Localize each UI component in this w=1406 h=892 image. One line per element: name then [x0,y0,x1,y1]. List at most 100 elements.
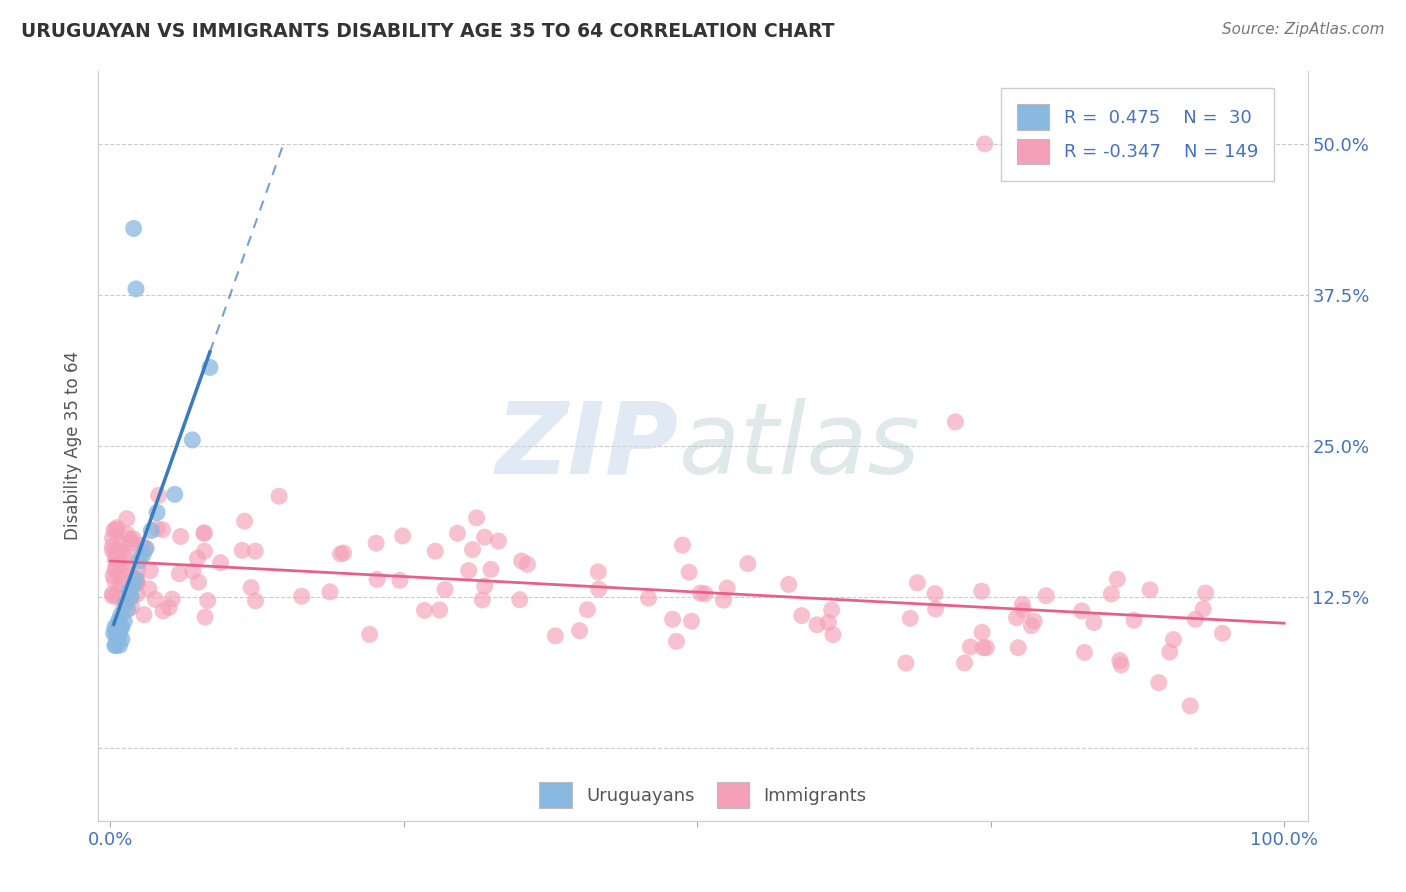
Point [105,523,128,537]
Point [107,632,129,647]
Point [1184,612,1206,626]
Point [588,582,610,596]
Point [125,575,148,590]
Point [716,581,738,595]
Point [970,625,993,640]
Point [105,626,128,640]
Point [713,593,735,607]
Point [267,489,290,503]
Point [120,568,142,582]
Point [187,575,209,590]
Point [516,558,538,572]
Point [146,506,169,520]
Point [1073,645,1095,659]
Point [125,572,148,586]
Point [924,602,946,616]
Point [576,603,599,617]
Point [163,487,186,501]
Point [953,656,976,670]
Point [671,538,693,552]
Point [104,639,127,653]
Point [568,624,591,638]
Point [105,544,128,558]
Point [148,488,170,502]
Point [101,539,124,553]
Point [193,526,215,541]
Point [1109,657,1132,672]
Point [905,575,928,590]
Point [1147,675,1170,690]
Point [132,607,155,622]
Point [112,599,135,614]
Point [637,591,659,606]
Point [332,546,354,560]
Point [689,586,711,600]
Point [1212,626,1234,640]
Point [461,542,484,557]
Point [138,582,160,596]
Point [118,584,141,599]
Point [1195,586,1218,600]
Point [128,554,150,568]
Point [193,544,215,558]
Point [139,564,162,578]
Point [101,531,124,545]
Point [152,523,174,537]
Point [1159,645,1181,659]
Point [134,541,156,556]
Point [169,529,191,543]
Point [1108,654,1130,668]
Point [115,527,138,541]
Text: Source: ZipAtlas.com: Source: ZipAtlas.com [1222,22,1385,37]
Point [110,578,132,592]
Text: URUGUAYAN VS IMMIGRANTS DISABILITY AGE 35 TO 64 CORRELATION CHART: URUGUAYAN VS IMMIGRANTS DISABILITY AGE 3… [21,22,835,41]
Point [169,566,191,581]
Point [1005,611,1028,625]
Text: atlas: atlas [679,398,921,494]
Point [135,541,157,555]
Point [105,620,128,634]
Point [103,523,125,537]
Point [121,535,143,549]
Point [181,564,204,578]
Point [1070,604,1092,618]
Point [1007,640,1029,655]
Point [817,615,839,630]
Point [122,532,145,546]
Point [105,560,128,574]
Point [806,617,828,632]
Point [465,511,488,525]
Point [586,565,609,579]
Point [101,587,124,601]
Point [1139,582,1161,597]
Point [821,603,844,617]
Point [110,558,132,572]
Point [509,592,531,607]
Point [1099,587,1122,601]
Point [132,548,155,562]
Point [510,554,533,568]
Point [471,593,494,607]
Point [678,565,700,579]
Point [972,640,994,655]
Point [924,586,946,600]
Point [104,620,127,634]
Point [1024,614,1046,628]
Point [240,581,263,595]
Point [181,433,204,447]
Point [1083,615,1105,630]
Point [693,587,716,601]
Point [104,552,127,566]
Point [681,614,703,628]
Point [121,600,143,615]
Point [112,549,135,563]
Point [778,577,800,591]
Point [329,547,352,561]
Point [1021,618,1043,632]
Point [118,532,141,546]
Point [1163,632,1185,647]
Point [388,574,411,588]
Point [122,221,145,235]
Point [110,543,132,558]
Point [127,574,149,589]
